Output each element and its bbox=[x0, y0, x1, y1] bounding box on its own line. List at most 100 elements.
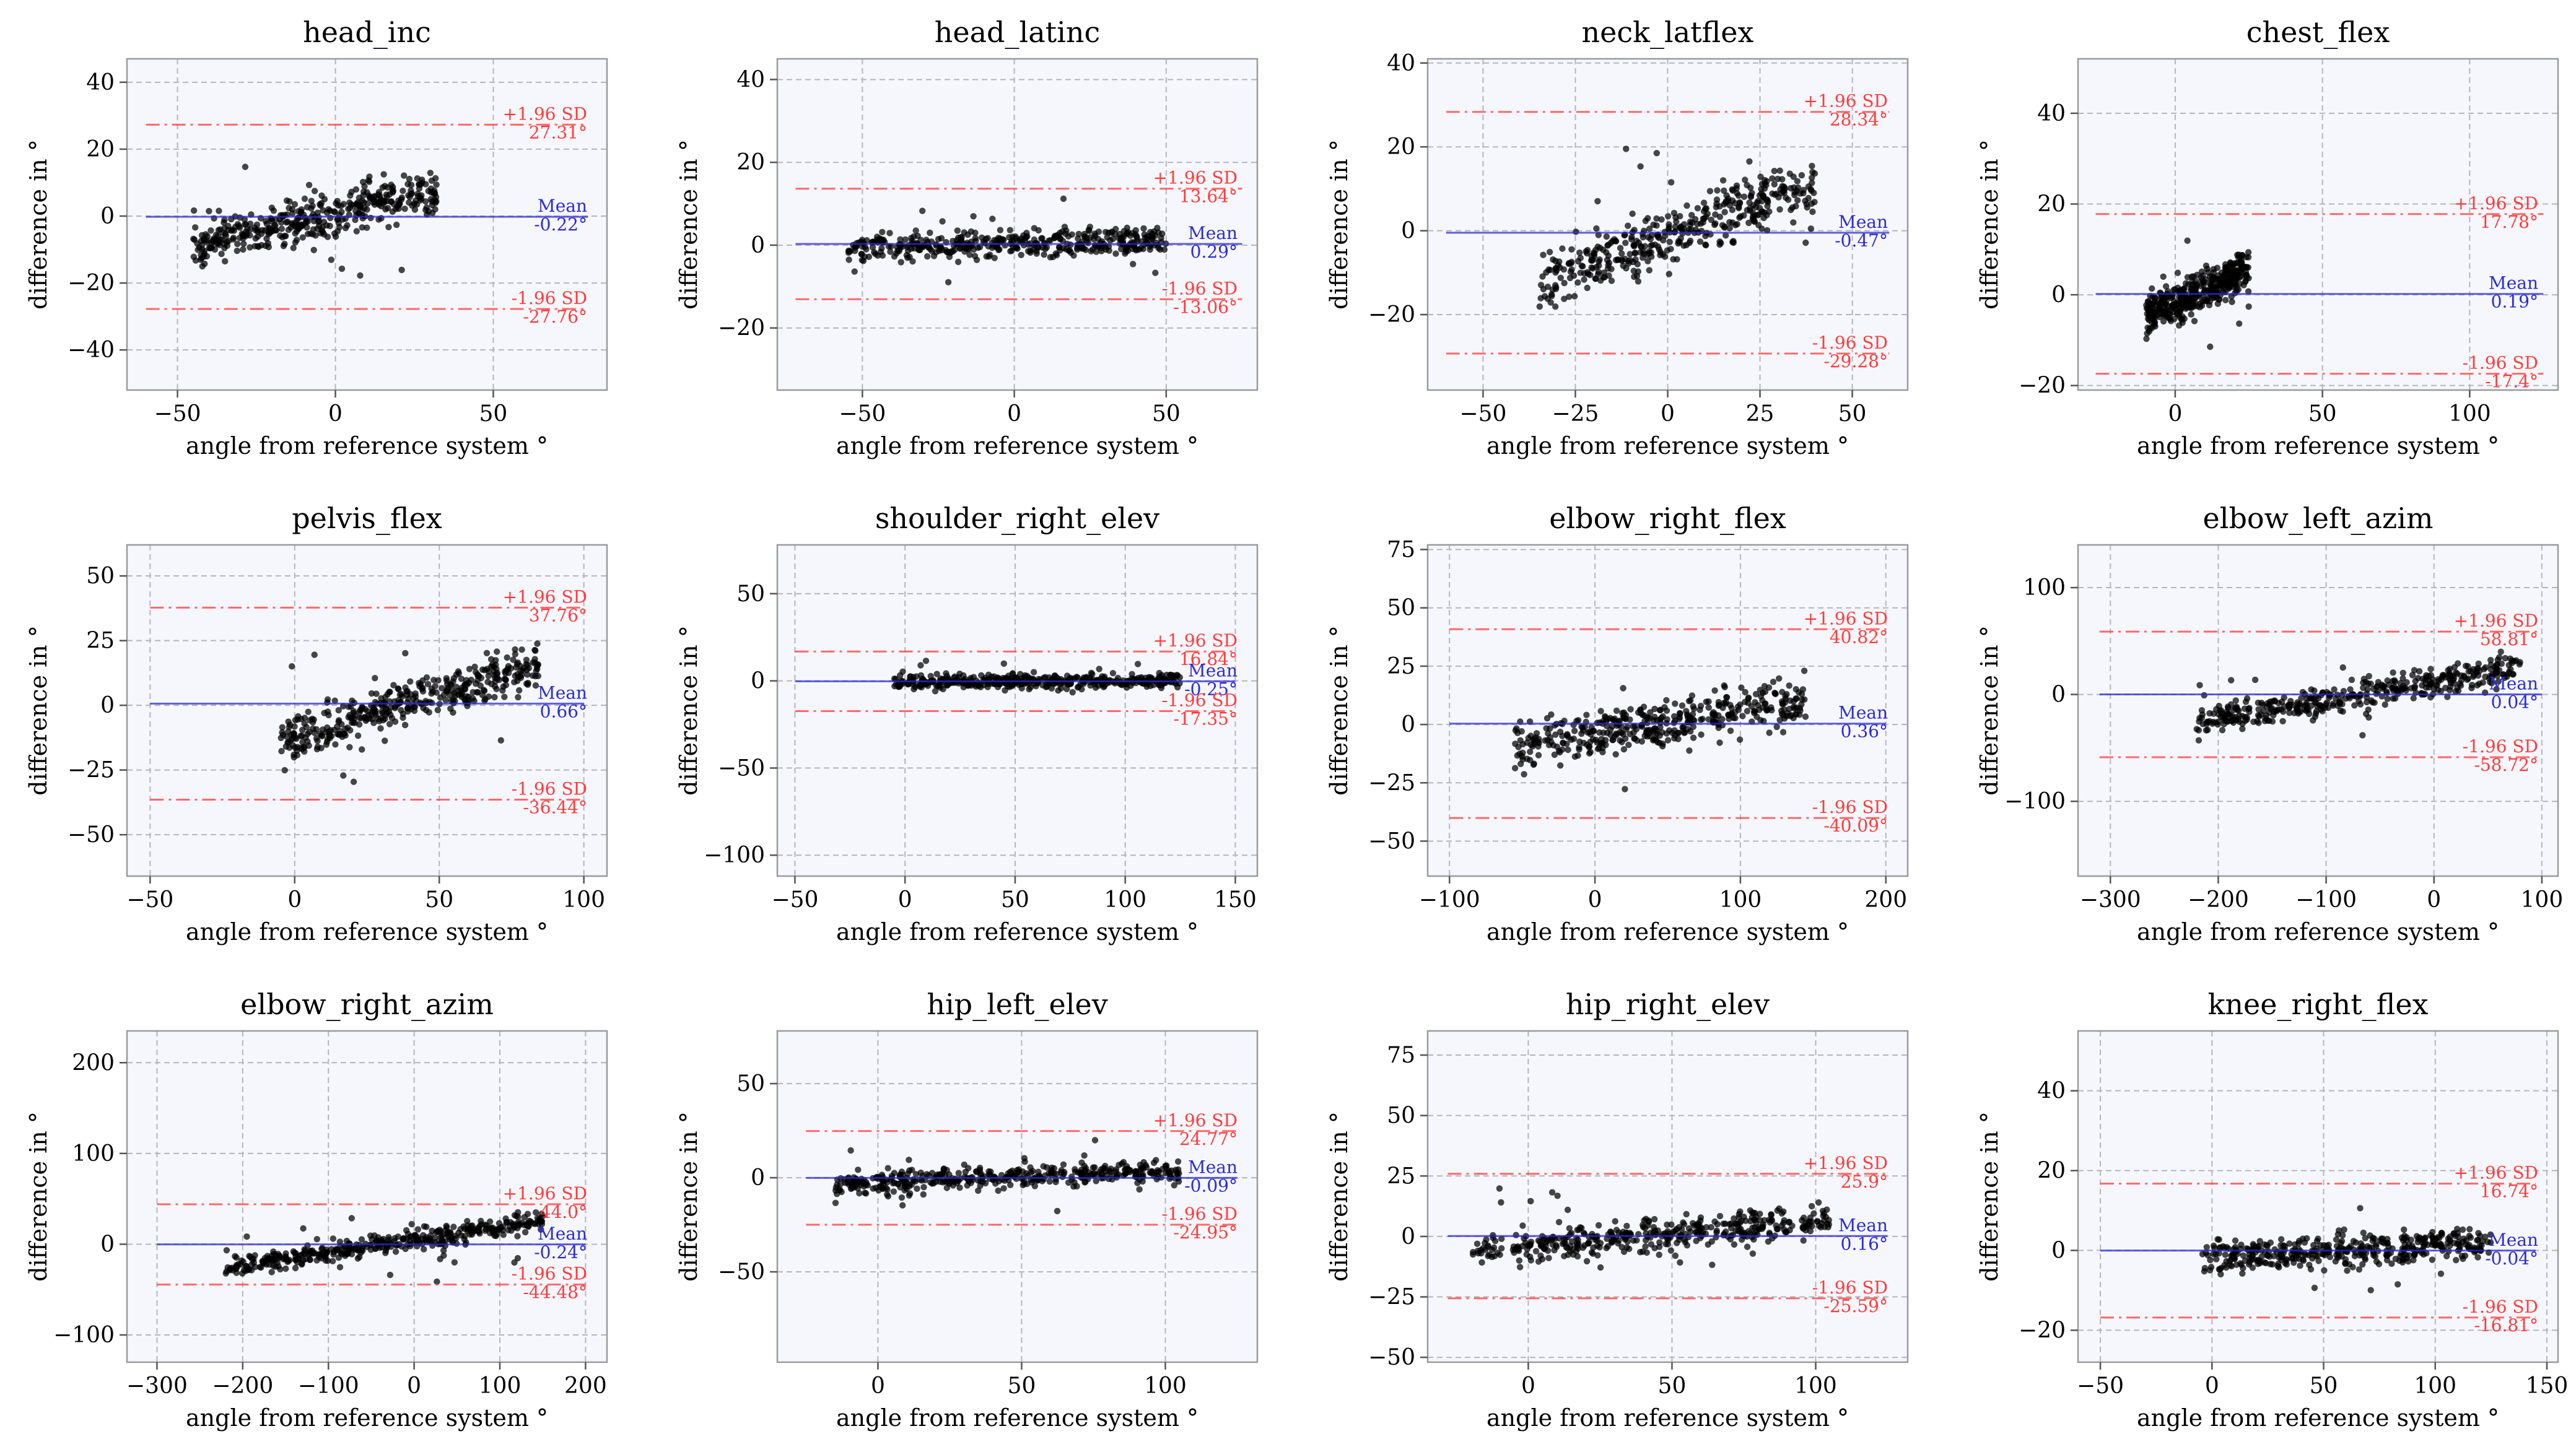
data-point bbox=[2467, 667, 2474, 675]
data-point bbox=[301, 744, 308, 751]
data-point bbox=[863, 237, 870, 244]
data-point bbox=[1650, 221, 1657, 228]
data-point bbox=[936, 1171, 943, 1178]
data-point bbox=[1093, 1178, 1099, 1184]
data-point bbox=[1052, 232, 1060, 240]
data-point bbox=[1091, 1137, 1099, 1144]
data-point bbox=[411, 703, 417, 711]
data-point bbox=[1596, 729, 1603, 736]
data-point bbox=[402, 650, 409, 657]
data-point bbox=[1724, 195, 1732, 202]
data-point bbox=[2465, 675, 2472, 682]
data-point bbox=[346, 1245, 354, 1251]
x-tick-label: 50 bbox=[479, 401, 508, 427]
data-point bbox=[939, 218, 946, 225]
data-point bbox=[2144, 298, 2151, 305]
data-point bbox=[192, 224, 199, 231]
data-point bbox=[1580, 739, 1587, 747]
data-point bbox=[1150, 1169, 1156, 1176]
data-point bbox=[1590, 1244, 1597, 1251]
data-point bbox=[2196, 718, 2203, 725]
data-point bbox=[310, 246, 317, 253]
data-point bbox=[2279, 718, 2286, 725]
data-point bbox=[1060, 1161, 1067, 1168]
plot-frame bbox=[1426, 544, 1909, 877]
data-point bbox=[1810, 189, 1817, 196]
upper-limit-label: +1.96 SD bbox=[503, 1183, 587, 1204]
data-point bbox=[395, 697, 402, 704]
data-point bbox=[989, 244, 996, 251]
data-point bbox=[477, 682, 484, 689]
data-point bbox=[524, 671, 531, 678]
data-point bbox=[346, 744, 353, 751]
data-point bbox=[356, 211, 363, 217]
data-point bbox=[1498, 1235, 1505, 1243]
data-point bbox=[330, 1258, 336, 1265]
data-point bbox=[2206, 280, 2213, 287]
data-point bbox=[1728, 705, 1735, 711]
mean-label: Mean bbox=[1188, 660, 1238, 680]
data-point bbox=[2232, 697, 2239, 704]
data-point bbox=[2326, 694, 2333, 701]
data-point bbox=[353, 228, 360, 235]
x-tick-label: 200 bbox=[564, 1373, 607, 1399]
data-point bbox=[1060, 195, 1067, 202]
data-point bbox=[1593, 264, 1600, 271]
data-point bbox=[1776, 167, 1783, 174]
data-point bbox=[919, 677, 926, 684]
data-point bbox=[1496, 1251, 1503, 1258]
data-point bbox=[1615, 1237, 1622, 1244]
data-point bbox=[1776, 716, 1783, 724]
data-point bbox=[429, 210, 436, 217]
data-point bbox=[2146, 328, 2153, 335]
data-point bbox=[2232, 705, 2239, 711]
data-point bbox=[2186, 304, 2193, 311]
data-point bbox=[2442, 684, 2449, 692]
data-point bbox=[1705, 704, 1712, 711]
y-tick-label: 40 bbox=[1387, 51, 1415, 76]
data-point bbox=[1470, 1249, 1477, 1256]
data-point bbox=[377, 198, 385, 204]
data-point bbox=[401, 172, 408, 179]
data-point bbox=[1768, 1211, 1775, 1218]
data-point bbox=[290, 1248, 297, 1255]
data-point bbox=[1069, 689, 1076, 696]
data-point bbox=[1740, 212, 1747, 219]
data-point bbox=[1689, 219, 1696, 226]
data-point bbox=[2238, 264, 2246, 271]
data-point bbox=[515, 1214, 522, 1220]
mean-value: -0.22° bbox=[534, 214, 587, 235]
data-point bbox=[1628, 233, 1635, 240]
data-point bbox=[292, 239, 299, 246]
data-point bbox=[2264, 717, 2271, 724]
data-point bbox=[1117, 681, 1125, 688]
data-point bbox=[1749, 215, 1756, 223]
y-tick-label: −50 bbox=[718, 1259, 765, 1285]
data-point bbox=[1527, 1257, 1534, 1264]
data-point bbox=[338, 202, 344, 209]
data-point bbox=[1604, 1235, 1610, 1242]
data-point bbox=[1736, 200, 1744, 207]
data-point bbox=[307, 1248, 314, 1254]
data-point bbox=[1753, 199, 1761, 206]
data-point bbox=[2279, 698, 2286, 705]
data-point bbox=[1738, 684, 1745, 691]
data-point bbox=[1622, 240, 1629, 246]
data-point bbox=[1588, 264, 1595, 271]
data-point bbox=[1687, 714, 1694, 721]
x-tick-label: 50 bbox=[1008, 1373, 1036, 1399]
scatter-points bbox=[832, 1137, 1182, 1215]
data-point bbox=[375, 216, 382, 223]
mean-value: 0.19° bbox=[2491, 292, 2538, 312]
data-point bbox=[1557, 728, 1564, 736]
data-point bbox=[1726, 712, 1732, 719]
data-point bbox=[364, 200, 371, 207]
y-tick-label: −100 bbox=[2004, 789, 2066, 814]
data-point bbox=[412, 197, 419, 204]
data-point bbox=[248, 1261, 255, 1268]
data-point bbox=[432, 682, 439, 690]
data-point bbox=[1723, 694, 1731, 701]
data-point bbox=[1516, 750, 1523, 757]
y-axis-label: difference in ° bbox=[675, 625, 702, 796]
